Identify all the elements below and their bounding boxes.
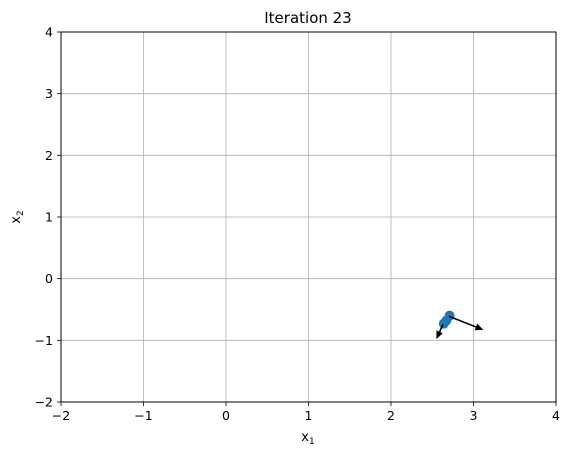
y-tick-label: 1	[45, 210, 53, 225]
x-tick-label: −1	[134, 408, 152, 423]
y-tick-label: −1	[35, 333, 53, 348]
x-tick-label: 0	[222, 408, 230, 423]
grid	[61, 32, 556, 402]
arrow-head	[475, 324, 484, 331]
y-axis-ticks: −2 −1 0 1 2 3 4	[35, 25, 61, 410]
x-tick-label: 2	[387, 408, 395, 423]
y-tick-label: 4	[45, 25, 53, 40]
plot-marks	[436, 311, 483, 339]
y-tick-label: 3	[45, 86, 53, 101]
x-axis-label: x1	[301, 430, 314, 447]
y-axis-label: x2	[9, 210, 26, 223]
x-tick-label: 4	[552, 408, 560, 423]
gradient-arrow	[436, 324, 443, 339]
gradient-arrow	[449, 316, 484, 330]
x-tick-label: 1	[305, 408, 313, 423]
arrow-shaft	[449, 316, 476, 327]
x-tick-label: 3	[470, 408, 478, 423]
scatter-point	[439, 319, 449, 329]
y-tick-label: 0	[45, 271, 53, 286]
chart-title: Iteration 23	[264, 9, 351, 27]
x-axis-ticks: −2 −1 0 1 2 3 4	[52, 402, 560, 423]
y-tick-label: 2	[45, 148, 53, 163]
x-tick-label: −2	[52, 408, 70, 423]
y-tick-label: −2	[35, 395, 53, 410]
